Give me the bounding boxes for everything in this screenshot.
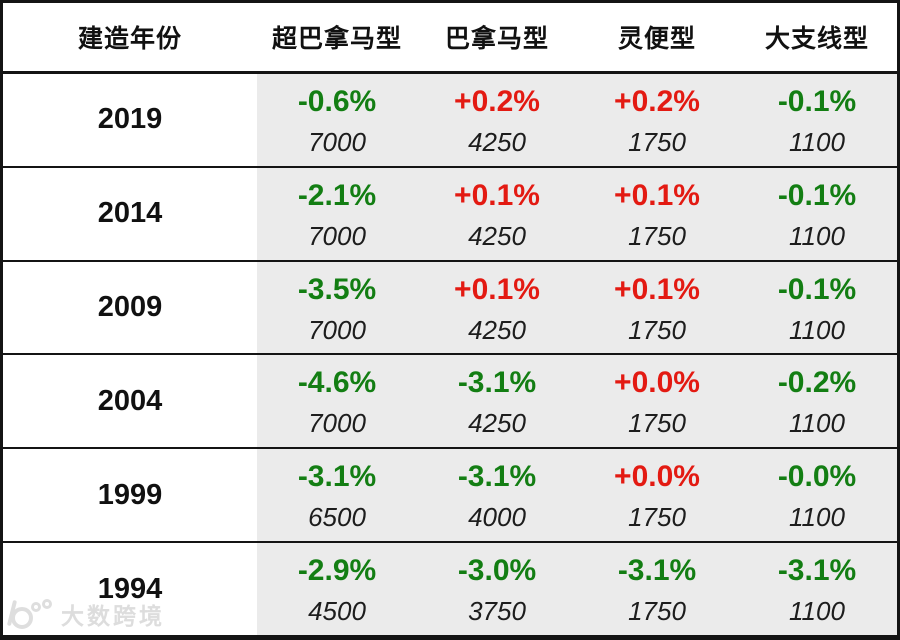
data-cell: -3.1% 1750 xyxy=(577,543,737,635)
header-row: 建造年份 超巴拿马型 巴拿马型 灵便型 大支线型 xyxy=(3,3,897,74)
pct-value: -3.5% xyxy=(297,272,377,306)
pct-value: -4.6% xyxy=(297,366,377,400)
count-value: 1100 xyxy=(789,502,845,533)
table-row: 2019 -0.6% 7000 +0.2% 4250 +0.2% 1750 -0… xyxy=(3,74,897,168)
data-cell: -0.0% 1100 xyxy=(737,449,897,542)
data-cell: -3.1% 4000 xyxy=(417,449,577,542)
pct-value: +0.1% xyxy=(454,178,540,212)
count-value: 4250 xyxy=(468,220,526,251)
pct-value: -3.1% xyxy=(297,460,377,494)
header-cell-handy: 灵便型 xyxy=(617,25,696,53)
count-value: 1750 xyxy=(628,408,686,439)
pct-value: +0.1% xyxy=(614,272,700,306)
data-cell: -3.1% 4250 xyxy=(417,355,577,448)
year-cell: 1999 xyxy=(3,449,257,542)
data-cell: -2.9% 4500 xyxy=(257,543,417,635)
data-cell: -0.1% 1100 xyxy=(737,74,897,166)
pct-value: -3.1% xyxy=(617,554,697,588)
data-cell: -3.5% 7000 xyxy=(257,261,417,354)
count-value: 1750 xyxy=(628,502,686,533)
data-cell: -0.2% 1100 xyxy=(737,355,897,448)
count-value: 1100 xyxy=(789,408,845,439)
pct-value: +0.1% xyxy=(614,178,700,212)
header-cell-large-feeder: 大支线型 xyxy=(764,25,869,53)
header-cell-panamax: 巴拿马型 xyxy=(444,25,549,53)
pct-value: +0.2% xyxy=(614,84,700,118)
year-cell: 2004 xyxy=(3,355,257,448)
data-cell: +0.1% 1750 xyxy=(577,167,737,260)
table-row: 2009 -3.5% 7000 +0.1% 4250 +0.1% 1750 -0… xyxy=(3,261,897,356)
year-cell: 2014 xyxy=(3,167,257,260)
count-value: 4500 xyxy=(308,596,366,627)
count-value: 1750 xyxy=(628,220,686,251)
count-value: 7000 xyxy=(308,314,366,345)
count-value: 7000 xyxy=(308,220,366,251)
data-cell: -0.1% 1100 xyxy=(737,261,897,354)
count-value: 4000 xyxy=(468,502,526,533)
table-row: 2004 -4.6% 7000 -3.1% 4250 +0.0% 1750 -0… xyxy=(3,355,897,450)
pct-value: +0.1% xyxy=(454,272,540,306)
pct-value: -0.6% xyxy=(297,84,377,118)
data-cell: -4.6% 7000 xyxy=(257,355,417,448)
count-value: 7000 xyxy=(308,408,366,439)
pct-value: -0.1% xyxy=(777,178,857,212)
data-cell: +0.2% 1750 xyxy=(577,74,737,166)
pct-value: +0.0% xyxy=(614,366,700,400)
count-value: 4250 xyxy=(468,126,526,157)
data-cell: -0.1% 1100 xyxy=(737,167,897,260)
year-cell: 2009 xyxy=(3,261,257,354)
pct-value: -3.1% xyxy=(457,460,537,494)
header-cell-post-panamax: 超巴拿马型 xyxy=(271,25,402,53)
count-value: 7000 xyxy=(308,126,366,157)
pct-value: -2.9% xyxy=(297,554,377,588)
count-value: 1750 xyxy=(628,596,686,627)
pct-value: +0.2% xyxy=(454,84,540,118)
header-cell-build-year: 建造年份 xyxy=(77,25,182,53)
count-value: 1750 xyxy=(628,314,686,345)
data-cell: +0.0% 1750 xyxy=(577,449,737,542)
data-cell: +0.2% 4250 xyxy=(417,74,577,166)
data-cell: +0.1% 1750 xyxy=(577,261,737,354)
table-row: 2014 -2.1% 7000 +0.1% 4250 +0.1% 1750 -0… xyxy=(3,167,897,262)
data-cell: -3.1% 6500 xyxy=(257,449,417,542)
count-value: 1100 xyxy=(789,314,845,345)
pct-value: -3.1% xyxy=(777,554,857,588)
year-cell: 2019 xyxy=(3,74,257,166)
pct-value: -3.0% xyxy=(457,554,537,588)
pct-value: -0.0% xyxy=(777,460,857,494)
count-value: 4250 xyxy=(468,314,526,345)
table-row: 1999 -3.1% 6500 -3.1% 4000 +0.0% 1750 -0… xyxy=(3,449,897,544)
count-value: 1750 xyxy=(628,126,686,157)
count-value: 4250 xyxy=(468,408,526,439)
data-cell: -2.1% 7000 xyxy=(257,167,417,260)
pct-value: -2.1% xyxy=(297,178,377,212)
data-cell: +0.1% 4250 xyxy=(417,167,577,260)
count-value: 6500 xyxy=(308,502,366,533)
year-cell: 1994 xyxy=(3,543,257,635)
data-cell: -3.0% 3750 xyxy=(417,543,577,635)
data-cell: +0.0% 1750 xyxy=(577,355,737,448)
count-value: 1100 xyxy=(789,220,845,251)
data-cell: +0.1% 4250 xyxy=(417,261,577,354)
pct-value: -0.1% xyxy=(777,272,857,306)
count-value: 3750 xyxy=(468,596,526,627)
pct-value: -0.2% xyxy=(777,366,857,400)
pct-value: +0.0% xyxy=(614,460,700,494)
count-value: 1100 xyxy=(789,126,845,157)
table-row: 1994 -2.9% 4500 -3.0% 3750 -3.1% 1750 -3… xyxy=(3,543,897,637)
data-cell: -3.1% 1100 xyxy=(737,543,897,635)
pct-value: -0.1% xyxy=(777,84,857,118)
count-value: 1100 xyxy=(789,596,845,627)
pct-value: -3.1% xyxy=(457,366,537,400)
data-cell: -0.6% 7000 xyxy=(257,74,417,166)
